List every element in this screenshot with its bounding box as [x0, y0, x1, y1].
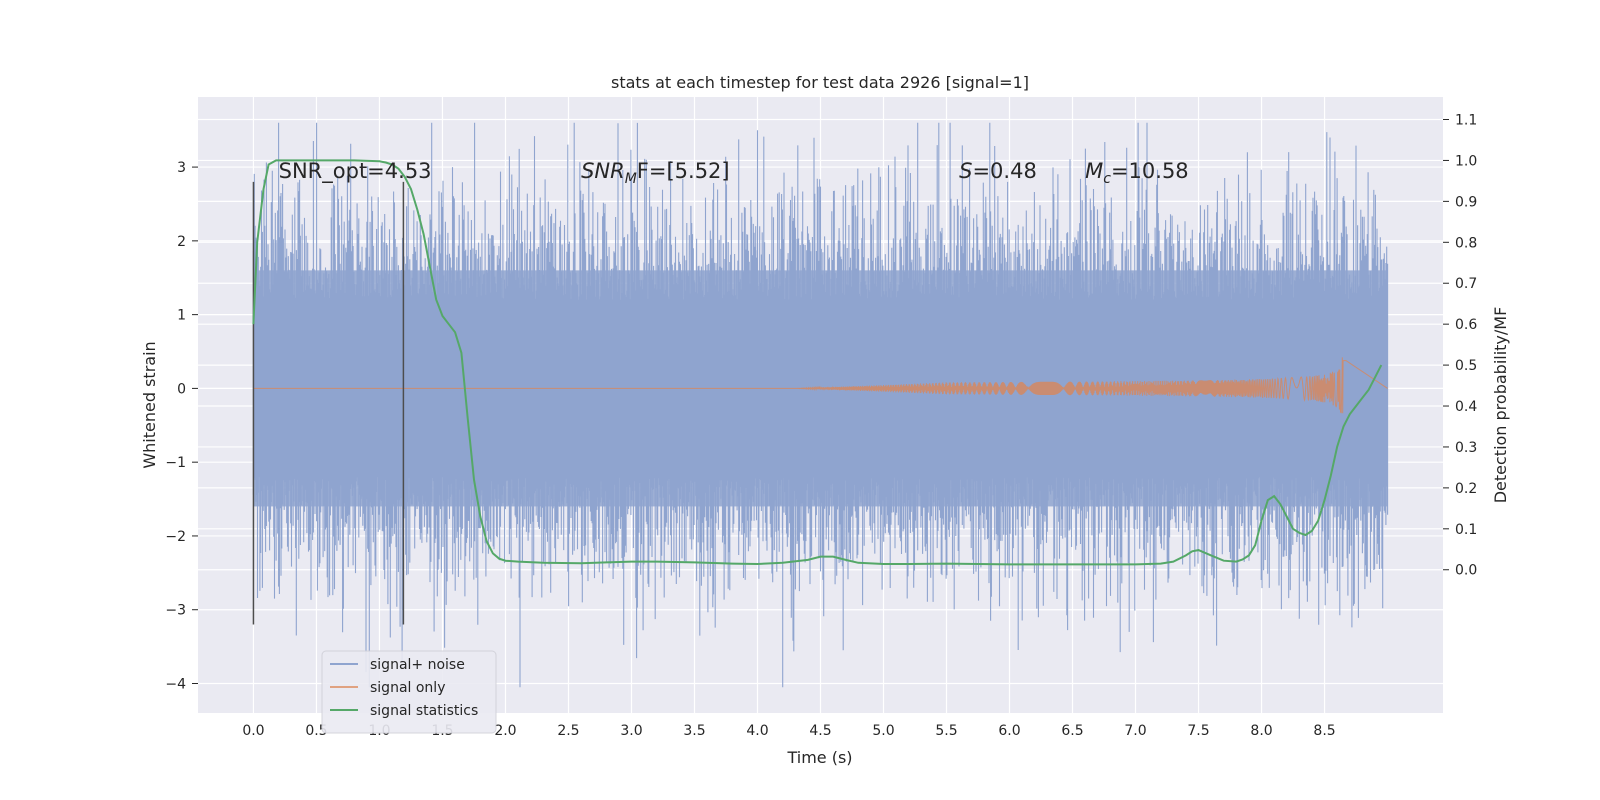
- x-tick-label: 2.0: [494, 723, 516, 739]
- x-tick-label: 2.5: [557, 723, 579, 739]
- series-signal-only: [253, 357, 1388, 414]
- annotations: SNR_opt=4.53 SNRMF=[5.52] S=0.48 Mc=10.58: [279, 159, 1189, 187]
- x-tick-label: 5.0: [872, 723, 894, 739]
- y-right-tick-label: 0.4: [1455, 399, 1477, 415]
- x-axis-label: Time (s): [786, 748, 852, 767]
- x-tick-label: 4.5: [809, 723, 831, 739]
- y-right-tick-label: 0.2: [1455, 481, 1477, 497]
- y-right-tick-label: 0.7: [1455, 276, 1477, 292]
- vertical-markers: [252, 181, 405, 625]
- y-tick-label: 1: [177, 308, 186, 324]
- x-tick-label: 8.5: [1313, 723, 1335, 739]
- x-tick-label: 3.5: [683, 723, 705, 739]
- x-tick-label: 6.5: [1061, 723, 1083, 739]
- stat-line: [252, 159, 1383, 566]
- y-tick-label: −2: [165, 529, 186, 545]
- x-tick-label: 0.0: [242, 723, 264, 739]
- annotation-text: SNRMF=[5.52]: [581, 159, 730, 187]
- y-right-axis-ticks: 1.1 1.0 0.9 0.8 0.7 0.6 0.5 0.4 0.3 0.2 0.1 0.0: [1443, 113, 1477, 579]
- y-axis-label: Whitened strain: [140, 341, 159, 468]
- x-tick-label: 7.5: [1187, 723, 1209, 739]
- x-tick-label: 6.0: [998, 723, 1020, 739]
- y-tick-label: 0: [177, 381, 186, 397]
- y-right-tick-label: 0.3: [1455, 440, 1477, 456]
- annotation-text: S=0.48: [959, 159, 1037, 183]
- y-right-tick-label: 0.6: [1455, 317, 1477, 333]
- y-right-tick-label: 1.0: [1455, 153, 1477, 169]
- y-right-tick-label: 0.0: [1455, 563, 1477, 579]
- y-tick-label: −4: [165, 676, 186, 692]
- y-right-tick-label: 0.1: [1455, 522, 1477, 538]
- x-tick-label: 8.0: [1250, 723, 1272, 739]
- x-axis-ticks: 0.00.51.01.52.02.53.03.54.04.55.05.56.06…: [242, 723, 1335, 739]
- y-right-tick-label: 0.8: [1455, 235, 1477, 251]
- legend-label-stat: signal statistics: [370, 703, 478, 719]
- signal-line: [253, 357, 1388, 414]
- x-tick-label: 7.0: [1124, 723, 1146, 739]
- legend-label-signal: signal only: [370, 680, 445, 696]
- annotation-text: SNR_opt=4.53: [279, 159, 432, 184]
- x-tick-label: 4.0: [746, 723, 768, 739]
- y-right-tick-label: 1.1: [1455, 113, 1477, 129]
- legend-box: [321, 650, 497, 734]
- y-tick-label: 3: [177, 160, 186, 176]
- chart-title: stats at each timestep for test data 292…: [611, 73, 1029, 92]
- series-signal-statistics: [252, 159, 1383, 566]
- x-tick-label: 5.5: [935, 723, 957, 739]
- y-tick-label: 2: [177, 234, 186, 250]
- legend-label-noise: signal+ noise: [370, 657, 465, 673]
- y-right-tick-label: 0.5: [1455, 358, 1477, 374]
- y-axis-ticks: 3 2 1 0 −1 −2 −3 −4: [165, 160, 198, 692]
- y-right-tick-label: 0.9: [1455, 194, 1477, 210]
- y-tick-label: −3: [165, 603, 186, 619]
- legend: signal+ noise signal only signal statist…: [321, 650, 497, 734]
- y-right-axis-label: Detection probability/MF: [1491, 307, 1510, 504]
- annotation-text: Mc=10.58: [1085, 159, 1189, 187]
- y-tick-label: −1: [165, 455, 186, 471]
- x-tick-label: 3.0: [620, 723, 642, 739]
